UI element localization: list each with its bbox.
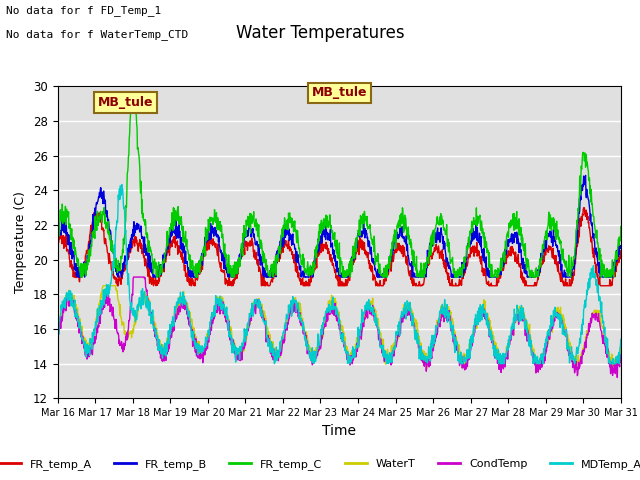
Legend: FR_temp_A, FR_temp_B, FR_temp_C, WaterT, CondTemp, MDTemp_A: FR_temp_A, FR_temp_B, FR_temp_C, WaterT,… [0, 455, 640, 474]
Text: MB_tule: MB_tule [97, 96, 153, 109]
Text: No data for f WaterTemp_CTD: No data for f WaterTemp_CTD [6, 29, 189, 40]
X-axis label: Time: Time [322, 424, 356, 438]
Text: No data for f FD_Temp_1: No data for f FD_Temp_1 [6, 5, 162, 16]
Y-axis label: Temperature (C): Temperature (C) [14, 192, 28, 293]
Text: MB_tule: MB_tule [312, 86, 367, 99]
Text: Water Temperatures: Water Temperatures [236, 24, 404, 42]
